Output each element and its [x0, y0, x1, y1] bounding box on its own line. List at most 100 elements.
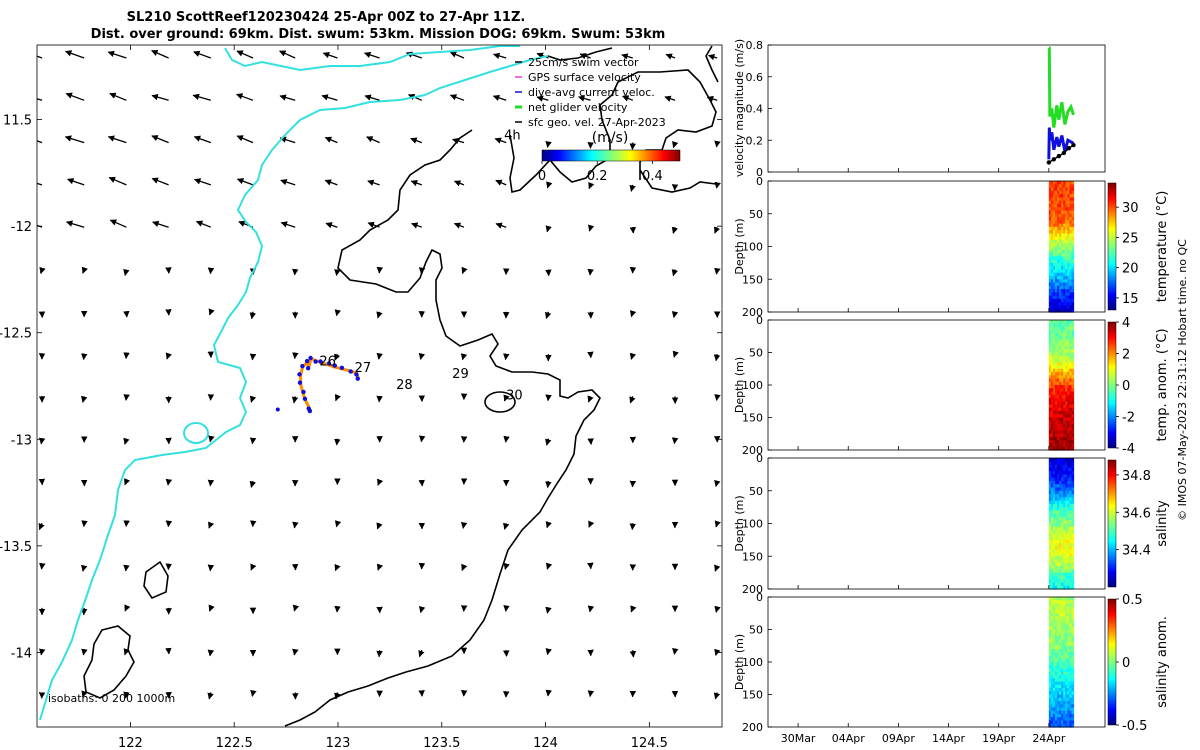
profile-cell [1052, 471, 1056, 475]
profile-cell [1067, 320, 1070, 324]
profile-cell [1050, 230, 1054, 234]
profile-cell [1065, 233, 1068, 238]
profile-cell [1059, 194, 1062, 198]
profile-cell [1067, 494, 1070, 498]
profile-cell [1050, 440, 1054, 445]
profile-cell [1057, 710, 1060, 715]
velocity-ticks: 00.20.40.60.8 [746, 39, 1050, 179]
profile-cell [1067, 562, 1070, 567]
profile-cell [1048, 585, 1052, 590]
profile-cell [1057, 213, 1060, 218]
profile-cell [1063, 671, 1066, 676]
map-colorbar-bar [541, 149, 681, 162]
profile-cell [1063, 467, 1066, 472]
profile-cell [1050, 213, 1054, 218]
profile-cell [1065, 266, 1068, 271]
profile-cell [1057, 289, 1060, 293]
profile-cell [1071, 600, 1075, 605]
profile-cell [1048, 433, 1052, 438]
profile-cell [1069, 490, 1073, 495]
profile-cell [1063, 477, 1066, 482]
profile-cell [1055, 467, 1058, 472]
profile-cell [1067, 552, 1070, 557]
geo-velocity-arrow [411, 222, 423, 229]
profile-cell [1048, 467, 1052, 472]
legend-label-geo: sfc geo. vel. 27-Apr-2023 [528, 116, 666, 129]
profile-cell [1069, 427, 1073, 432]
geo-velocity-arrow [495, 222, 507, 229]
geo-velocity-arrow [249, 311, 257, 320]
profile-cell [1069, 464, 1073, 469]
profile-cell [1067, 329, 1070, 334]
profile-cell [1052, 585, 1056, 590]
profile-cell [1052, 243, 1056, 248]
profile-cell [1055, 606, 1058, 611]
profile-cell [1048, 194, 1052, 198]
profile-cell [1071, 655, 1075, 660]
profile-cell [1071, 552, 1075, 557]
depth-tick-label: 50 [749, 485, 763, 498]
profile-cell [1071, 295, 1075, 300]
profile-cell [1050, 642, 1054, 647]
profile-cell [1061, 302, 1064, 307]
colorbar-tick-label: 0 [1122, 379, 1130, 394]
profile-cell [1063, 298, 1066, 303]
geo-velocity-arrow [334, 438, 341, 446]
profile-cell [1067, 694, 1070, 699]
profile-cell [1055, 407, 1058, 412]
profile-cell [1071, 477, 1075, 482]
profile-cell [1059, 619, 1062, 624]
profile-cell [1059, 230, 1062, 234]
profile-cell [1059, 200, 1062, 205]
profile-cell [1063, 295, 1066, 300]
profile-cell [1059, 694, 1062, 699]
profile-cell [1048, 256, 1052, 261]
profile-cell [1063, 346, 1066, 350]
velocity-point [1056, 153, 1062, 159]
profile-cell [1055, 585, 1058, 590]
profile-cell [1063, 388, 1066, 393]
profile-cell [1061, 365, 1064, 370]
profile-cell [1055, 487, 1058, 492]
profile-cell [1063, 487, 1066, 492]
profile-cell [1059, 368, 1062, 373]
profile-cell [1065, 720, 1068, 725]
profile-cell [1057, 279, 1060, 284]
profile-cell [1061, 262, 1064, 267]
profile-cell [1050, 490, 1054, 495]
time-label: 28 [396, 378, 413, 393]
profile-cell [1069, 461, 1073, 466]
profile-cell [1071, 546, 1075, 551]
profile-cell [1052, 549, 1056, 554]
profile-cell [1055, 681, 1058, 686]
profile-cell [1057, 613, 1060, 618]
profile-cell [1052, 556, 1056, 561]
geo-velocity-arrow [64, 50, 85, 59]
profile-cell [1063, 606, 1066, 611]
profile-cell [1061, 467, 1064, 472]
profile-cell [1055, 440, 1058, 445]
profile-cell [1063, 329, 1066, 334]
profile-cell [1063, 217, 1066, 221]
profile-cell [1057, 701, 1060, 705]
profile-cell [1050, 629, 1054, 634]
profile-cell [1048, 668, 1052, 673]
profile-cell [1052, 272, 1056, 277]
dive-avg-current-dot [306, 406, 311, 411]
profile-cell [1061, 536, 1064, 541]
profile-cell [1048, 539, 1052, 544]
profile-cell [1065, 572, 1068, 577]
profile-cell [1050, 655, 1054, 660]
profile-cell [1065, 326, 1068, 331]
profile-cell [1048, 285, 1052, 290]
profile-cell [1069, 546, 1073, 551]
profile-cell [1071, 543, 1075, 548]
profile-cell [1069, 187, 1073, 192]
profile-cell [1050, 181, 1054, 185]
profile-cell [1048, 510, 1052, 515]
geo-velocity-arrow [334, 393, 341, 402]
profile-cell [1055, 717, 1058, 722]
profile-cell [1071, 458, 1075, 462]
profile-cell [1052, 632, 1056, 637]
profile-cell [1057, 675, 1060, 679]
